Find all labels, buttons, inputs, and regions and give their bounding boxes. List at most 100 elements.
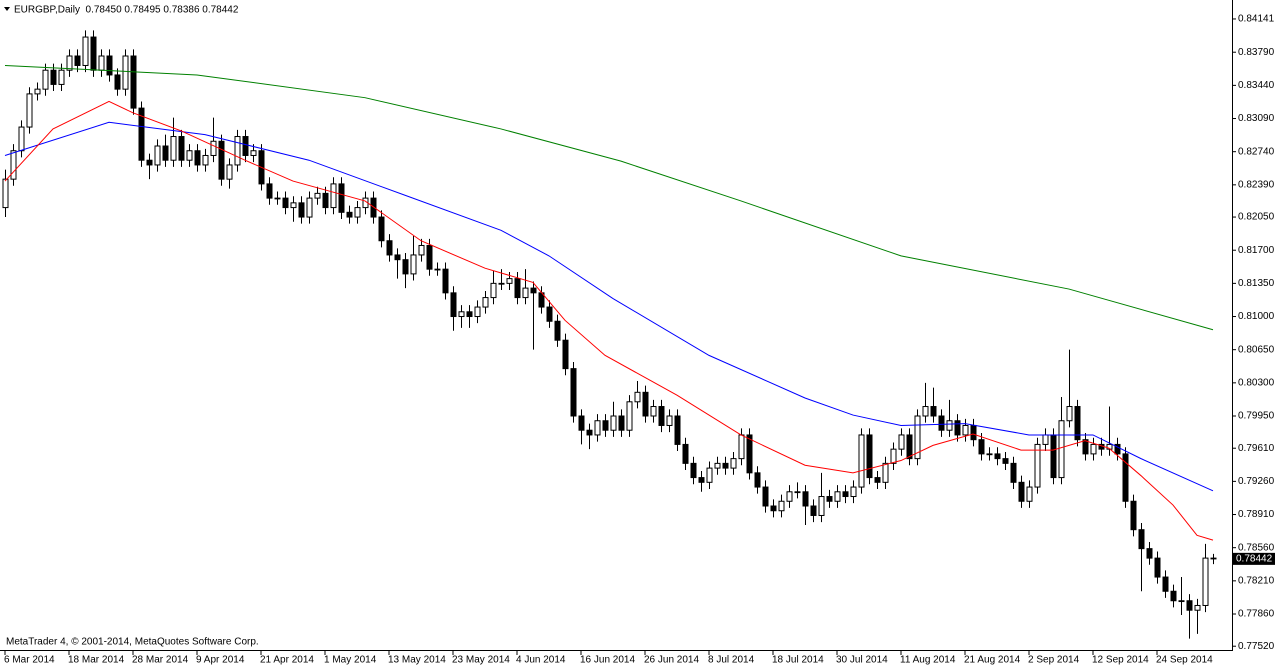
candle-body <box>106 55 113 76</box>
candle-body <box>74 55 81 66</box>
candle-body <box>66 55 73 71</box>
candle-body <box>698 477 705 483</box>
candle-body <box>450 292 457 318</box>
y-tick-label: 0.82390 <box>1238 179 1275 190</box>
candle-body <box>674 415 681 445</box>
x-tick-label: 21 Apr 2014 <box>260 655 314 666</box>
candle-body <box>594 420 601 436</box>
candle-body <box>730 458 737 469</box>
candle-body <box>786 491 793 502</box>
y-tick-label: 0.82740 <box>1238 146 1275 157</box>
candle-body <box>914 415 921 460</box>
y-tick-label: 0.78210 <box>1238 575 1275 586</box>
candle-body <box>298 202 305 218</box>
x-tick-label: 11 Aug 2014 <box>900 655 956 666</box>
candle-body <box>762 486 769 507</box>
candle-body <box>306 197 313 218</box>
x-tick-label: 28 Mar 2014 <box>132 655 189 666</box>
y-tick-label: 0.81350 <box>1238 278 1275 289</box>
y-tick-label: 0.79260 <box>1238 476 1275 487</box>
candle-body <box>138 107 145 161</box>
x-tick-label: 18 Jul 2014 <box>772 655 824 666</box>
candle-body <box>330 183 337 209</box>
candle-body <box>1002 458 1009 464</box>
candle-body <box>690 462 697 479</box>
candle-body <box>2 178 9 209</box>
x-tick-label: 18 Mar 2014 <box>68 655 125 666</box>
candle-body <box>394 254 401 261</box>
candle-body <box>266 183 273 199</box>
candle-body <box>970 424 977 441</box>
candle-body <box>418 244 425 256</box>
candle-body <box>1170 590 1177 602</box>
y-tick-label: 0.80300 <box>1238 377 1275 388</box>
chart-title: EURGBP,Daily 0.78450 0.78495 0.78386 0.7… <box>14 5 239 16</box>
x-tick-label: 13 May 2014 <box>388 655 446 666</box>
candle-body <box>490 282 497 299</box>
candle-body <box>90 36 97 71</box>
ma-line <box>4 100 1214 541</box>
candle-body <box>850 486 857 498</box>
candle-body <box>1090 443 1097 455</box>
candle-body <box>226 164 233 180</box>
candle-body <box>162 145 169 161</box>
candle-body <box>178 136 185 161</box>
footer: MetaTrader 4, © 2001-2014, MetaQuotes So… <box>6 637 259 648</box>
x-tick-label: 23 May 2014 <box>452 655 510 666</box>
candle-body <box>522 287 529 299</box>
x-tick-label: 9 Apr 2014 <box>196 655 245 666</box>
candle-body <box>234 136 241 166</box>
candle-body <box>530 287 537 294</box>
x-tick-label: 12 Sep 2014 <box>1092 655 1149 666</box>
y-tick-label: 0.83090 <box>1238 113 1275 124</box>
candle-body <box>1202 557 1209 606</box>
candle-body <box>1178 600 1185 603</box>
last-price-label: 0.78442 <box>1236 554 1273 565</box>
candle-body <box>338 183 345 213</box>
candle-body <box>282 197 289 209</box>
candle-body <box>458 311 465 318</box>
candle-body <box>906 434 913 460</box>
x-tick-label: 26 Jun 2014 <box>644 655 699 666</box>
y-tick-label: 0.80650 <box>1238 344 1275 355</box>
candle-body <box>1162 576 1169 592</box>
candle-body <box>146 159 153 166</box>
candle-body <box>1138 529 1145 550</box>
candle-body <box>506 278 513 284</box>
candle-body <box>746 434 753 474</box>
y-tick-label: 0.81700 <box>1238 245 1275 256</box>
candle-body <box>578 415 585 431</box>
candle-body <box>154 145 161 166</box>
candle-body <box>898 434 905 450</box>
candle-body <box>714 462 721 469</box>
candle-body <box>410 254 417 275</box>
candle-body <box>1010 462 1017 483</box>
candle-body <box>130 55 137 109</box>
candle-body <box>42 69 49 90</box>
candle-body <box>354 207 361 218</box>
x-tick-label: 6 Mar 2014 <box>4 655 55 666</box>
candle-body <box>1034 443 1041 488</box>
y-tick-label: 0.83790 <box>1238 47 1275 58</box>
candle-body <box>498 282 505 285</box>
candle-body <box>1186 600 1193 611</box>
candle-body <box>986 453 993 456</box>
candle-body <box>482 297 489 308</box>
y-tick-label: 0.84141 <box>1238 14 1275 25</box>
candle-body <box>50 69 57 85</box>
candle-body <box>650 406 657 417</box>
candle-body <box>1210 557 1217 560</box>
candle-body <box>434 268 441 271</box>
y-tick-label: 0.78910 <box>1238 509 1275 520</box>
candle-body <box>770 505 777 512</box>
candle-body <box>442 268 449 294</box>
candle-body <box>546 306 553 322</box>
candle-body <box>706 467 713 483</box>
candle-body <box>666 415 673 426</box>
candle-body <box>922 406 929 417</box>
menu-arrow[interactable] <box>4 7 10 11</box>
candle-body <box>474 306 481 318</box>
candle-body <box>82 36 89 66</box>
